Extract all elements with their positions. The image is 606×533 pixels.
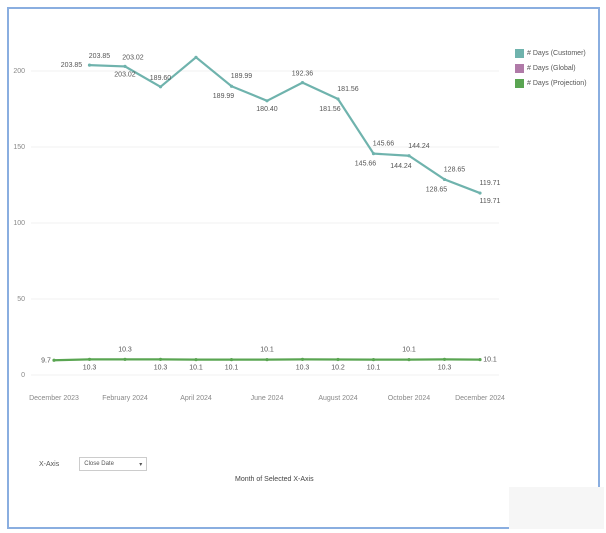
data-point xyxy=(52,358,56,362)
data-point xyxy=(123,357,127,361)
data-point xyxy=(371,151,376,156)
data-label: 10.1 xyxy=(402,347,416,354)
data-label: 189.60 xyxy=(150,75,172,82)
data-label: 9.7 xyxy=(41,357,51,364)
x-axis-control: X-Axis Close Date ▾ xyxy=(39,457,148,471)
data-point xyxy=(194,358,198,362)
data-point xyxy=(407,358,411,362)
data-label: 10.3 xyxy=(83,364,97,371)
data-label: 128.65 xyxy=(426,186,448,193)
legend-swatch xyxy=(515,64,524,73)
y-tick-label: 100 xyxy=(13,220,25,227)
data-point xyxy=(158,85,163,89)
x-tick-label: February 2024 xyxy=(102,395,148,402)
data-label: 189.99 xyxy=(231,73,253,80)
data-point xyxy=(229,84,234,88)
data-label: 203.85 xyxy=(89,53,111,60)
data-label: 128.65 xyxy=(444,166,466,173)
x-tick-label: October 2024 xyxy=(388,395,431,402)
data-label: 10.3 xyxy=(296,364,310,371)
x-axis-title: Month of Selected X-Axis xyxy=(235,476,314,483)
legend-label: # Days (Global) xyxy=(527,65,576,72)
data-label: 10.1 xyxy=(367,365,381,372)
data-label: 10.3 xyxy=(154,364,168,371)
series-line xyxy=(89,55,481,195)
data-point xyxy=(87,63,92,67)
data-point xyxy=(478,191,482,195)
data-label: 10.1 xyxy=(225,365,239,372)
data-label: 203.85 xyxy=(61,62,83,69)
x-tick-label: April 2024 xyxy=(180,395,212,402)
data-point xyxy=(265,358,269,362)
data-point xyxy=(300,357,305,361)
data-point xyxy=(407,154,411,158)
data-label: 10.1 xyxy=(189,365,203,372)
legend-label: # Days (Projection) xyxy=(527,80,587,87)
data-point xyxy=(478,358,482,362)
legend-item[interactable]: # Days (Projection) xyxy=(515,79,587,88)
x-axis-select[interactable]: Close Date ▾ xyxy=(79,457,148,471)
x-tick-label: August 2024 xyxy=(318,395,357,402)
data-point xyxy=(300,81,305,85)
chevron-down-icon: ▾ xyxy=(139,461,143,468)
y-tick-label: 150 xyxy=(13,144,25,151)
data-label: 10.3 xyxy=(438,364,452,371)
data-point xyxy=(371,358,376,362)
data-point xyxy=(158,357,163,361)
x-axis-label: X-Axis xyxy=(39,460,60,468)
legend-label: # Days (Customer) xyxy=(527,50,586,57)
data-label: 145.66 xyxy=(373,141,395,148)
data-label: 144.24 xyxy=(390,163,412,170)
data-point xyxy=(194,55,198,59)
data-point xyxy=(123,64,127,69)
data-label: 10.1 xyxy=(260,347,274,354)
legend-swatch xyxy=(515,49,524,58)
legend-swatch xyxy=(515,79,524,88)
data-label: 10.3 xyxy=(118,346,132,353)
y-tick-label: 0 xyxy=(21,372,25,379)
data-label: 10.2 xyxy=(331,364,345,371)
y-tick-label: 200 xyxy=(13,68,25,75)
data-label: 192.36 xyxy=(292,71,314,78)
y-tick-label: 50 xyxy=(17,296,25,303)
data-label: 181.56 xyxy=(319,106,341,113)
line-chart: 0 50 100 150 200 December 2023 February 2024 Ap… xyxy=(13,53,505,402)
data-point xyxy=(442,177,447,182)
legend-item[interactable]: # Days (Global) xyxy=(515,64,587,73)
legend: # Days (Customer) # Days (Global) # Days (… xyxy=(515,49,587,94)
data-point xyxy=(336,97,340,101)
data-label: 145.66 xyxy=(355,161,377,168)
data-label: 119.71 xyxy=(480,180,501,187)
data-point xyxy=(442,357,447,361)
data-label: 203.02 xyxy=(122,54,144,61)
x-tick-label: December 2023 xyxy=(29,395,79,402)
data-point xyxy=(336,357,340,362)
data-label: 119.71 xyxy=(480,198,501,205)
data-label: 10.1 xyxy=(483,357,497,364)
x-tick-label: June 2024 xyxy=(251,395,284,402)
data-label: 189.99 xyxy=(213,93,235,100)
data-label: 144.24 xyxy=(408,143,430,150)
x-tick-label: December 2024 xyxy=(455,395,505,402)
data-point xyxy=(229,358,234,362)
data-label: 180.40 xyxy=(256,106,278,113)
data-point xyxy=(87,357,92,361)
blank-panel xyxy=(509,487,604,529)
legend-item[interactable]: # Days (Customer) xyxy=(515,49,587,58)
data-label: 181.56 xyxy=(337,86,359,93)
x-axis-select-value: Close Date xyxy=(84,461,114,467)
chart-frame: 0 50 100 150 200 December 2023 February 2024 Ap… xyxy=(7,7,604,529)
data-label: 203.02 xyxy=(114,71,136,78)
data-point xyxy=(265,99,269,103)
